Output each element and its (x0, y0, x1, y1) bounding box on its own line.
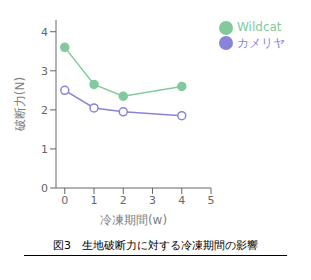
html-text:カメリヤ: カメリヤ (237, 35, 285, 50)
svg-text:5: 5 (208, 194, 215, 207)
svg-text:0: 0 (41, 182, 48, 195)
svg-text:2: 2 (41, 104, 48, 117)
svg-text:3: 3 (41, 65, 48, 78)
svg-text:1: 1 (91, 194, 98, 207)
svg-text:4: 4 (41, 26, 48, 39)
svg-text:4: 4 (178, 194, 185, 207)
svg-text:3: 3 (149, 194, 156, 207)
html-text:Wildcat: Wildcat (237, 20, 282, 34)
svg-text:0: 0 (61, 194, 68, 207)
svg-text:1: 1 (41, 143, 48, 156)
svg-text:冷凍期間(w): 冷凍期間(w) (100, 213, 167, 227)
html-text:図3 生地破断力に対する冷凍期間の影響: 図3 生地破断力に対する冷凍期間の影響 (53, 239, 258, 252)
svg-text:破断力(N): 破断力(N) (13, 77, 27, 132)
svg-text:2: 2 (120, 194, 127, 207)
